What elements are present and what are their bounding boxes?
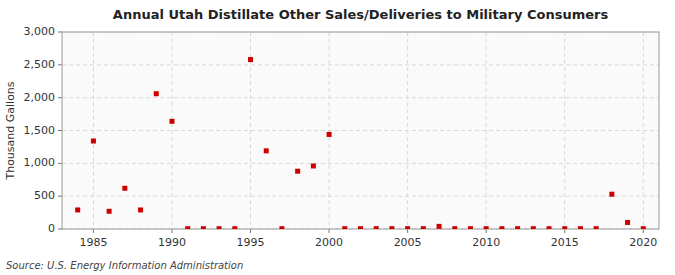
y-tick [58, 229, 62, 230]
x-grid-line [93, 32, 94, 229]
x-tick-label: 2020 [629, 236, 657, 249]
point [547, 226, 552, 229]
point [578, 226, 583, 229]
y-axis-label: Thousand Gallons [4, 81, 17, 180]
x-tick [407, 229, 408, 233]
point [122, 186, 127, 191]
point [248, 57, 253, 62]
y-tick [58, 64, 62, 65]
point [625, 220, 630, 225]
point [594, 226, 599, 229]
chart: 0 500 1,000 1,500 2,000 2,500 3,000 1985 1990 199… [0, 0, 675, 275]
y-tick [58, 163, 62, 164]
y-grid-line [62, 130, 659, 131]
x-grid-line [486, 32, 487, 229]
y-grid-line [62, 196, 659, 197]
x-tick-label: 1985 [79, 236, 107, 249]
x-grid-line [643, 32, 644, 229]
x-tick-label: 2000 [315, 236, 343, 249]
point [562, 226, 567, 229]
x-grid-line [564, 32, 565, 229]
y-grid-line [62, 163, 659, 164]
point [107, 209, 112, 214]
point [232, 226, 237, 229]
point [201, 226, 206, 229]
point [264, 148, 269, 153]
x-grid-line [171, 32, 172, 229]
point [91, 139, 96, 144]
point [154, 91, 159, 96]
y-tick-label: 1,500 [24, 124, 56, 137]
y-grid-line [62, 64, 659, 65]
plot-frame [62, 32, 659, 229]
axes: 0 500 1,000 1,500 2,000 2,500 3,000 1985 1990 199… [24, 25, 660, 249]
x-tick-label: 1995 [237, 236, 265, 249]
x-tick [250, 229, 251, 233]
x-tick [643, 229, 644, 233]
point [641, 226, 646, 229]
grid [62, 32, 659, 229]
y-tick-label: 2,000 [24, 91, 56, 104]
point [531, 226, 536, 229]
x-tick-label: 1990 [158, 236, 186, 249]
point [75, 207, 80, 212]
title: Annual Utah Distillate Other Sales/Deliv… [113, 7, 609, 22]
point [217, 226, 222, 229]
point [295, 169, 300, 174]
y-tick-label: 500 [34, 189, 55, 202]
point [374, 226, 379, 229]
point [452, 226, 457, 229]
y-tick [58, 130, 62, 131]
x-tick [329, 229, 330, 233]
point [499, 226, 504, 229]
point [389, 226, 394, 229]
x-tick [564, 229, 565, 233]
y-tick [58, 32, 62, 33]
point [342, 226, 347, 229]
x-grid-line [329, 32, 330, 229]
point [405, 226, 410, 229]
data-points [75, 57, 646, 229]
y-tick-label: 3,000 [24, 25, 56, 38]
y-tick-label: 1,000 [24, 156, 56, 169]
point [311, 163, 316, 168]
point [138, 207, 143, 212]
point [484, 226, 489, 229]
point [437, 224, 442, 229]
y-grid-line [62, 97, 659, 98]
point [468, 226, 473, 229]
x-tick-label: 2015 [551, 236, 579, 249]
x-tick [486, 229, 487, 233]
y-tick [58, 97, 62, 98]
y-tick-label: 0 [48, 222, 55, 235]
x-grid-line [407, 32, 408, 229]
point [185, 226, 190, 229]
point [609, 192, 614, 197]
x-tick [93, 229, 94, 233]
x-tick [171, 229, 172, 233]
point [515, 226, 520, 229]
y-tick-label: 2,500 [24, 58, 56, 71]
point [327, 132, 332, 137]
x-tick-label: 2010 [472, 236, 500, 249]
x-tick-label: 2005 [394, 236, 422, 249]
plot-area [62, 32, 659, 229]
point [358, 226, 363, 229]
point [279, 226, 284, 229]
source-note: Source: U.S. Energy Information Administ… [6, 260, 243, 271]
y-tick [58, 196, 62, 197]
point [169, 119, 174, 124]
point [421, 226, 426, 229]
